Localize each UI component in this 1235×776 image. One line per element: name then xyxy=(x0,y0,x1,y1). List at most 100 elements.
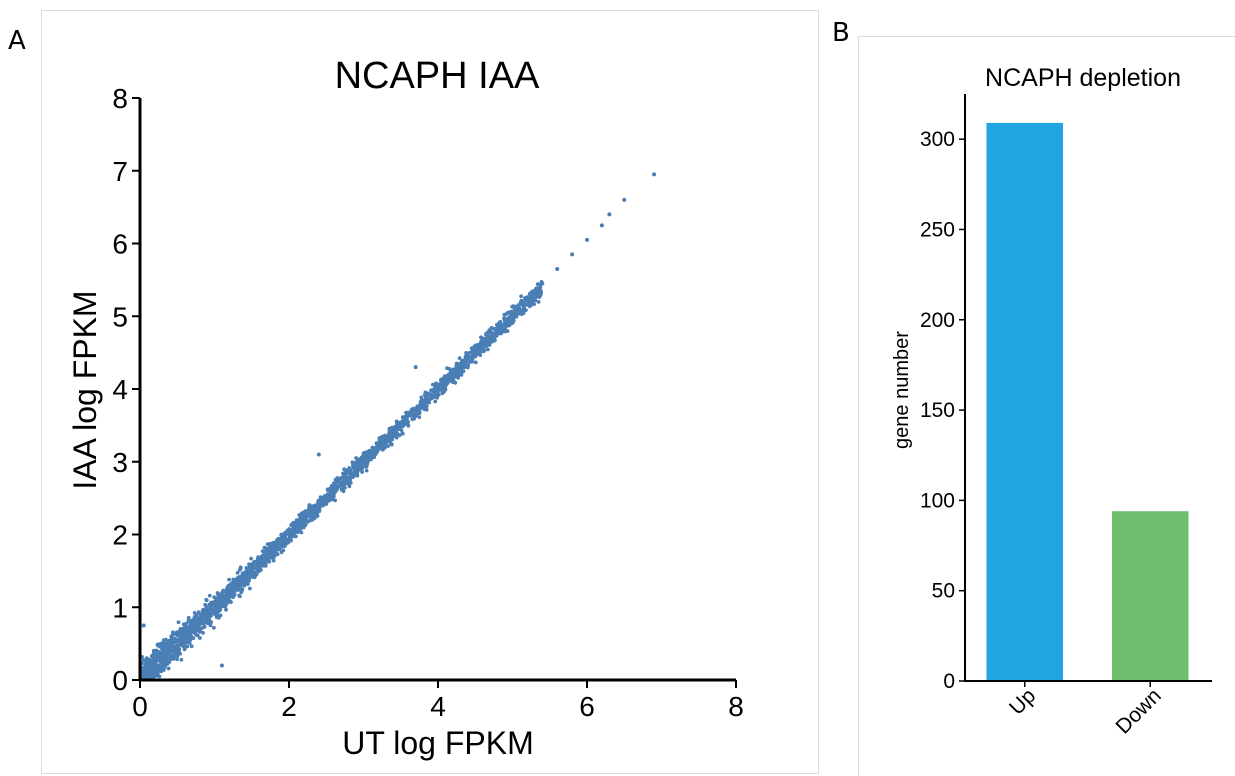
scatter-point xyxy=(459,373,464,377)
scatter-x-axis-title: UT log FPKM xyxy=(342,725,533,761)
scatter-point xyxy=(468,350,473,355)
scatter-point xyxy=(207,608,212,613)
scatter-point xyxy=(445,366,449,371)
scatter-point xyxy=(446,380,450,384)
scatter-point xyxy=(412,416,416,421)
scatter-point xyxy=(475,351,480,356)
scatter-point xyxy=(321,503,326,508)
scatter-point xyxy=(186,615,191,620)
scatter-point xyxy=(201,631,205,635)
scatter-point xyxy=(157,674,162,679)
scatter-point xyxy=(194,632,199,637)
bar-up xyxy=(986,122,1064,682)
scatter-point xyxy=(188,638,193,642)
scatter-point xyxy=(424,397,429,401)
scatter-point xyxy=(287,533,292,538)
scatter-point xyxy=(270,543,275,548)
scatter-x-tick-label: 4 xyxy=(430,691,446,722)
scatter-point xyxy=(315,511,319,516)
scatter-point xyxy=(599,223,604,228)
scatter-point xyxy=(506,310,510,315)
bar-x-tick-label: Down xyxy=(1112,684,1166,738)
scatter-point xyxy=(156,643,161,648)
scatter-point xyxy=(480,338,485,343)
scatter-point xyxy=(297,513,302,517)
scatter-point xyxy=(345,480,350,485)
scatter-point xyxy=(519,299,524,303)
scatter-chart: NCAPH IAA 0 2 4 6 8 0 1 2 3 4 5 6 7 8 UT log FPKM IA… xyxy=(67,55,744,761)
scatter-point xyxy=(510,304,515,309)
scatter-point xyxy=(192,615,197,619)
scatter-point xyxy=(247,562,251,567)
bar-x-ticks: Up Down xyxy=(1005,681,1166,739)
scatter-point xyxy=(227,591,231,595)
scatter-point xyxy=(201,621,206,626)
scatter-point xyxy=(524,308,528,312)
scatter-point xyxy=(155,649,160,654)
scatter-point xyxy=(281,542,286,546)
scatter-point xyxy=(175,632,179,637)
scatter-point xyxy=(429,388,433,393)
scatter-point xyxy=(365,456,369,461)
scatter-point xyxy=(349,475,354,479)
scatter-point xyxy=(405,415,409,420)
scatter-point xyxy=(181,634,186,639)
scatter-point xyxy=(523,303,527,308)
scatter-point xyxy=(395,421,399,426)
scatter-point xyxy=(364,468,369,473)
scatter-point xyxy=(538,293,543,297)
scatter-point xyxy=(519,294,523,299)
scatter-point xyxy=(238,586,243,590)
scatter-point xyxy=(433,399,438,404)
scatter-point xyxy=(219,663,224,668)
scatter-point xyxy=(175,637,180,642)
scatter-y-tick-label: 4 xyxy=(112,374,128,405)
scatter-point xyxy=(332,488,337,493)
scatter-point xyxy=(333,482,337,487)
scatter-point xyxy=(494,334,499,338)
scatter-point xyxy=(502,316,506,321)
scatter-point xyxy=(141,658,146,663)
scatter-point xyxy=(394,425,398,429)
scatter-point xyxy=(269,554,274,559)
scatter-point xyxy=(401,420,405,424)
scatter-point xyxy=(205,616,210,621)
scatter-point xyxy=(490,326,494,330)
scatter-point xyxy=(480,348,485,352)
scatter-y-tick-label: 0 xyxy=(112,665,128,696)
scatter-point xyxy=(322,496,327,500)
bar-y-tick-label: 250 xyxy=(920,218,955,241)
scatter-point xyxy=(185,637,190,642)
scatter-y-tick-label: 3 xyxy=(112,447,128,478)
scatter-point xyxy=(298,526,302,530)
scatter-point xyxy=(141,623,146,628)
scatter-point xyxy=(289,523,294,528)
scatter-point xyxy=(489,340,493,344)
scatter-point xyxy=(341,489,346,494)
scatter-point xyxy=(265,542,270,547)
scatter-point xyxy=(196,610,201,615)
scatter-point xyxy=(510,314,515,319)
scatter-x-tick-label: 6 xyxy=(579,691,595,722)
bar-chart: NCAPH depletion 0 50 100 150 200 250 300 Up Dow… xyxy=(891,64,1212,739)
scatter-point xyxy=(465,354,470,359)
scatter-point xyxy=(231,582,236,587)
scatter-point xyxy=(235,576,240,581)
scatter-point xyxy=(161,638,166,643)
scatter-point xyxy=(177,643,182,647)
scatter-point xyxy=(389,442,394,447)
scatter-point xyxy=(422,393,427,397)
scatter-point xyxy=(235,583,240,588)
scatter-point xyxy=(295,523,299,528)
scatter-point xyxy=(389,425,394,430)
scatter-point xyxy=(485,347,490,352)
scatter-point xyxy=(153,673,158,677)
scatter-point xyxy=(450,372,455,377)
scatter-point xyxy=(189,644,194,649)
bar-y-ticks: 0 50 100 150 200 250 300 xyxy=(920,128,965,693)
scatter-point xyxy=(427,397,432,402)
scatter-point xyxy=(488,331,493,335)
scatter-point xyxy=(200,609,205,613)
scatter-point xyxy=(340,479,345,484)
scatter-point xyxy=(191,621,196,626)
